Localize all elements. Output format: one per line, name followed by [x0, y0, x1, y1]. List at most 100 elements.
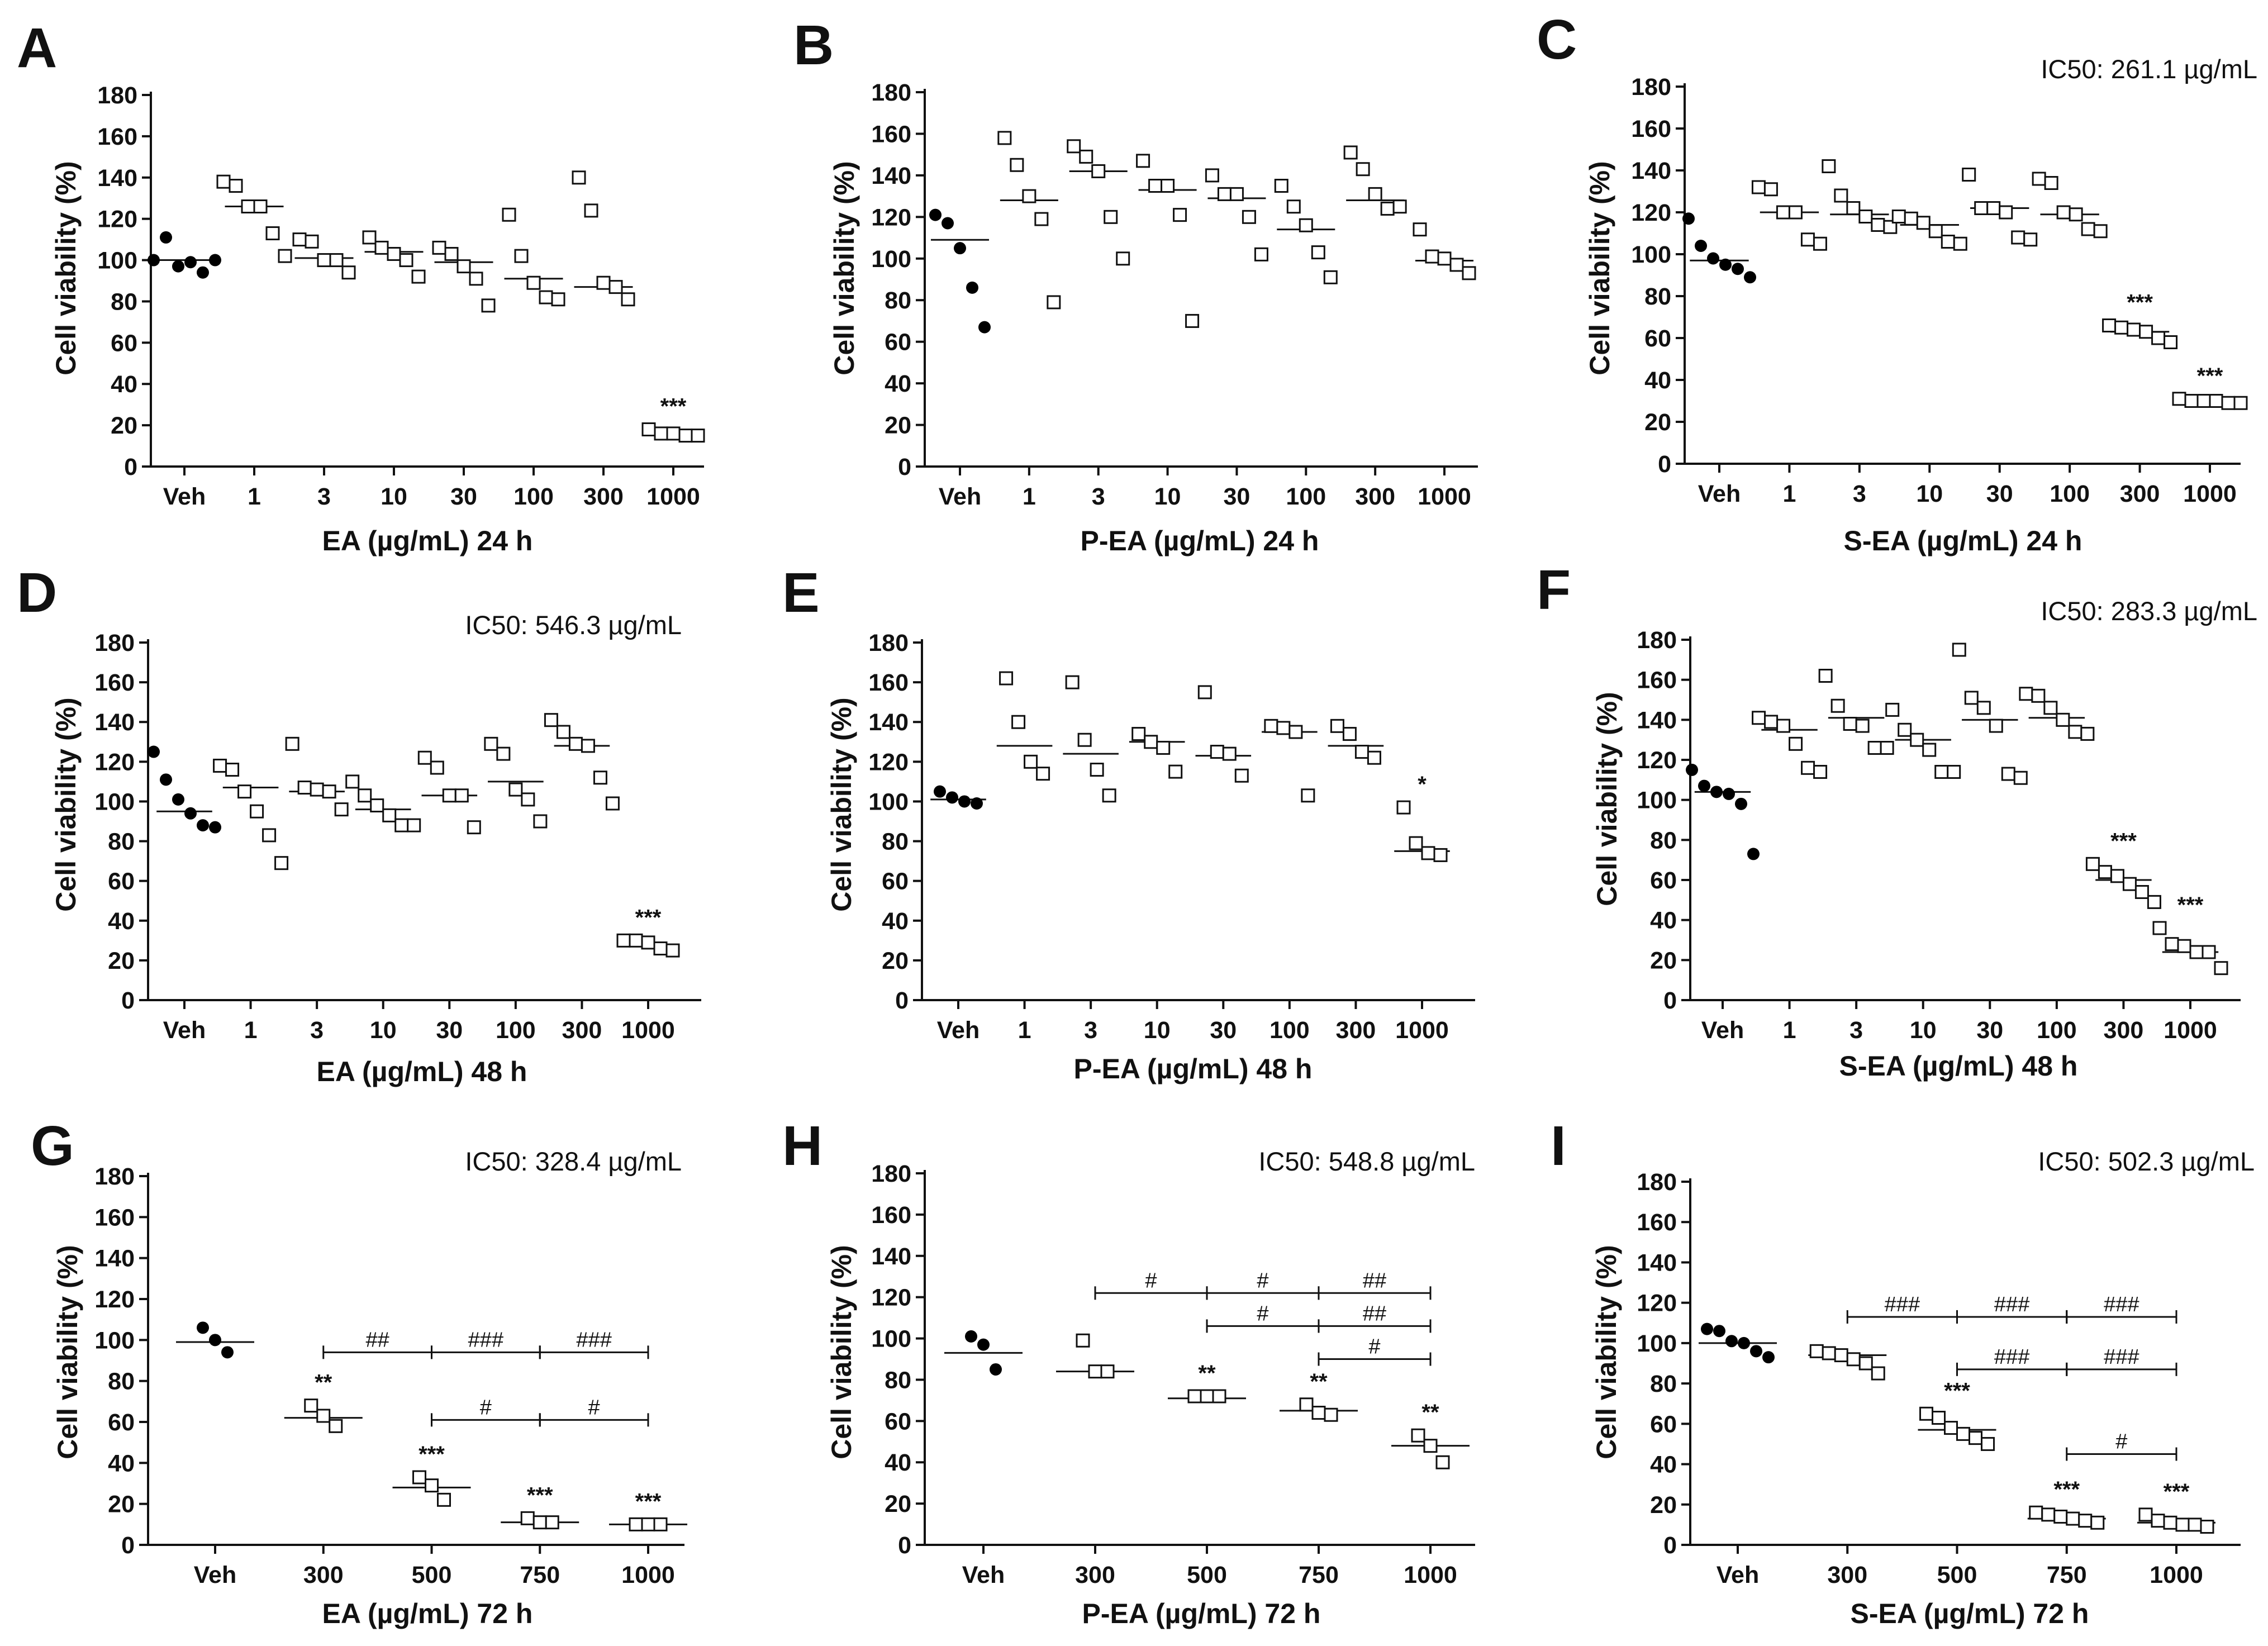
x-tick-label: 300 — [562, 1017, 602, 1044]
y-tick-label: 160 — [871, 1202, 911, 1229]
significance-label: *** — [635, 905, 662, 930]
ic50-label: IC50: 546.3 µg/mL — [465, 610, 682, 640]
data-point — [1834, 188, 1848, 203]
x-tick-label: 3 — [310, 1017, 324, 1044]
significance-label: *** — [419, 1442, 445, 1467]
x-axis-title: P-EA (µg/mL) 24 h — [1081, 525, 1319, 556]
panel-B: B Cell viability (%) P-EA (µg/mL) 24 h 0… — [793, 14, 1478, 556]
data-point — [653, 1517, 668, 1531]
significance-label: ** — [1421, 1400, 1439, 1425]
data-point — [641, 935, 655, 950]
data-point — [1423, 1439, 1438, 1453]
y-tick-label: 160 — [97, 123, 137, 150]
y-tick-label: 100 — [1631, 241, 1671, 268]
data-point — [250, 804, 264, 819]
data-point — [1707, 252, 1719, 265]
data-point — [1725, 1335, 1738, 1348]
y-tick-label: 180 — [1637, 627, 1677, 654]
data-point — [946, 791, 958, 804]
data-point — [2209, 394, 2223, 408]
data-point — [641, 1517, 655, 1531]
x-tick-label: 30 — [450, 483, 477, 510]
y-tick-label: 20 — [1644, 409, 1671, 436]
y-tick-label: 160 — [871, 121, 911, 148]
data-point — [2138, 1507, 2153, 1522]
x-tick-label: 10 — [381, 483, 407, 510]
chart-plot-E: 0 20 40 60 80 100 120 140 160 180 Veh 1 3 10 30 100 300 1… — [868, 630, 1475, 1044]
data-point — [1356, 162, 1370, 177]
data-point — [2023, 232, 2038, 247]
data-point — [1409, 836, 1423, 850]
data-point — [1885, 702, 1900, 717]
data-point — [691, 429, 705, 443]
data-point — [160, 773, 172, 786]
y-tick-label: 80 — [1650, 827, 1677, 854]
data-point — [1701, 1322, 1713, 1335]
comparison-label: ## — [1363, 1302, 1386, 1325]
data-point — [1079, 149, 1093, 164]
data-point — [425, 1478, 439, 1493]
data-point — [1274, 179, 1288, 193]
data-point — [593, 770, 607, 785]
data-point — [2139, 325, 2153, 339]
x-tick-label: 500 — [412, 1562, 452, 1588]
data-point — [2188, 1517, 2202, 1532]
data-point — [387, 246, 401, 261]
x-tick-label: Veh — [1701, 1017, 1744, 1044]
significance-label: *** — [635, 1489, 662, 1514]
x-axis-title: S-EA (µg/mL) 48 h — [1839, 1050, 2078, 1082]
data-point — [1710, 786, 1723, 798]
data-point — [629, 933, 643, 948]
data-point — [1433, 848, 1448, 862]
data-point — [1846, 201, 1861, 215]
y-tick-label: 60 — [111, 330, 137, 356]
significance-label: *** — [2164, 1480, 2190, 1504]
data-point — [1974, 201, 1989, 215]
data-point — [533, 814, 548, 829]
data-point — [2127, 322, 2141, 337]
y-tick-label: 180 — [1631, 74, 1671, 101]
data-point — [274, 856, 289, 870]
comparison-label: ### — [576, 1328, 611, 1352]
data-point — [1800, 232, 1815, 247]
y-axis-title: Cell viability (%) — [50, 697, 82, 911]
significance-label: ** — [1310, 1369, 1328, 1394]
data-point — [1809, 1344, 1824, 1358]
data-point — [1076, 1333, 1090, 1348]
y-tick-label: 80 — [108, 829, 135, 855]
data-point — [496, 746, 511, 761]
y-tick-label: 180 — [868, 630, 909, 657]
x-tick-label: Veh — [962, 1562, 1005, 1588]
data-point — [1011, 715, 1026, 729]
data-point — [1200, 1389, 1214, 1404]
x-tick-label: 1000 — [621, 1562, 675, 1588]
data-point — [216, 174, 231, 189]
data-point — [1173, 208, 1187, 222]
y-axis-title: Cell viability (%) — [826, 697, 857, 911]
y-tick-label: 80 — [108, 1368, 135, 1395]
y-tick-label: 80 — [1644, 283, 1671, 310]
y-tick-label: 160 — [1631, 116, 1671, 142]
y-tick-label: 100 — [97, 248, 137, 274]
x-tick-label: 1000 — [1418, 483, 1471, 510]
data-point — [310, 782, 324, 797]
y-axis-title: Cell viability (%) — [1591, 692, 1623, 906]
x-tick-label: 750 — [1299, 1562, 1339, 1588]
data-point — [654, 426, 668, 441]
comparison-label: ### — [2104, 1345, 2139, 1369]
y-tick-label: 60 — [882, 868, 909, 895]
data-point — [2184, 394, 2199, 408]
comparison-label: # — [588, 1396, 600, 1419]
data-point — [1764, 715, 1779, 729]
data-point — [2032, 172, 2046, 186]
data-point — [316, 1409, 331, 1423]
x-tick-label: Veh — [939, 483, 982, 510]
data-point — [1104, 210, 1118, 224]
y-tick-label: 140 — [868, 709, 909, 736]
x-axis-title: P-EA (µg/mL) 72 h — [1082, 1598, 1321, 1629]
x-tick-label: Veh — [937, 1017, 980, 1044]
data-point — [1962, 168, 1976, 182]
x-tick-label: 100 — [513, 483, 554, 510]
data-point — [1750, 1345, 1762, 1358]
data-point — [1324, 1407, 1338, 1422]
